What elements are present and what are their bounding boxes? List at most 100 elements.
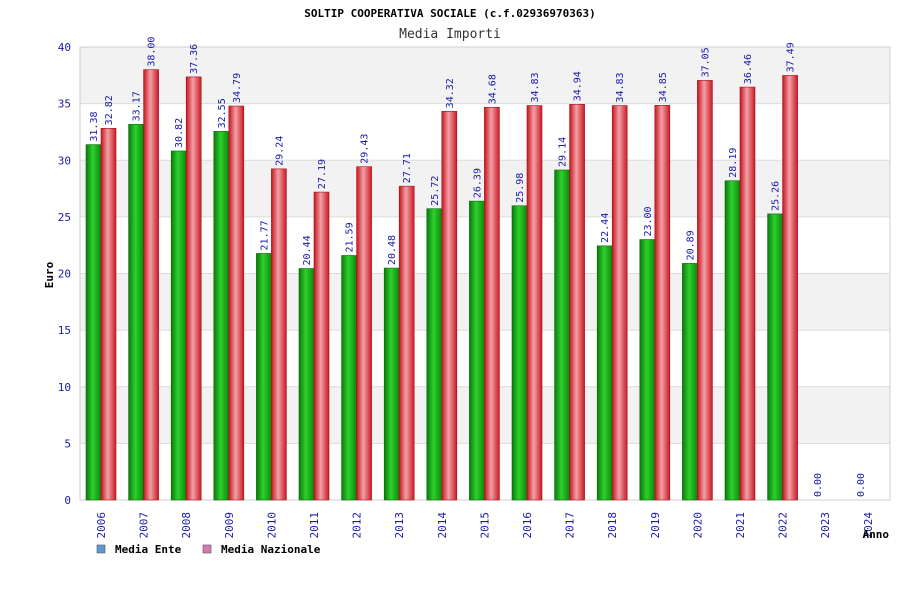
x-axis: 2006 2007 2008 2009 2010 2011 2012 2013 2014 2015… (95, 512, 875, 539)
bar-value-label: 29.43 (360, 134, 371, 164)
bar-value-label: 28.19 (728, 148, 739, 178)
x-tick-label: 2011 (308, 512, 321, 539)
bar-value-label: 37.49 (786, 42, 797, 72)
bar-media-nazionale (143, 69, 159, 501)
bar-value-label: 0.00 (856, 473, 867, 497)
y-tick-label: 10 (58, 381, 71, 394)
bar-value-label: 20.48 (387, 235, 398, 265)
bar-value-label: 23.00 (643, 206, 654, 236)
legend-swatch (202, 544, 212, 554)
chart-subtitle: Media Importi (399, 27, 501, 42)
bars: 31.38 32.82 33.17 38.00 30.82 37.36 32.55 34.79… (85, 37, 867, 501)
bar-value-label: 22.44 (600, 213, 611, 243)
bar-value-label: 21.77 (259, 220, 270, 250)
y-tick-label: 30 (58, 154, 71, 167)
bar-media-nazionale (484, 106, 500, 501)
bar-value-label: 20.44 (302, 235, 313, 265)
bar-media-ente (85, 144, 102, 501)
bar-media-ente (724, 180, 741, 501)
bar-value-label: 25.98 (515, 173, 526, 203)
y-tick-label: 35 (58, 98, 71, 111)
bar-value-label: 34.79 (232, 73, 243, 103)
x-tick-label: 2013 (393, 512, 406, 539)
y-axis: 0 5 10 15 20 25 30 35 40 (58, 41, 71, 507)
x-tick-label: 2007 (138, 512, 151, 539)
bar-value-label: 37.05 (700, 47, 711, 77)
bar-value-label: 25.26 (771, 181, 782, 211)
x-tick-label: 2017 (564, 512, 577, 539)
x-tick-label: 2014 (436, 512, 449, 539)
bar-value-label: 21.59 (345, 222, 356, 252)
bar-media-nazionale (185, 76, 202, 501)
bar-media-nazionale (356, 166, 372, 501)
bar-media-ente (469, 200, 485, 501)
bar-media-ente (511, 205, 528, 501)
x-tick-label: 2023 (819, 512, 832, 539)
x-tick-label: 2006 (95, 512, 108, 539)
bar-value-label: 34.94 (573, 71, 584, 101)
bar-media-ente (596, 245, 613, 501)
bar-media-nazionale (697, 80, 713, 501)
bar-value-label: 38.00 (147, 37, 158, 67)
x-tick-label: 2024 (862, 512, 875, 539)
bar-media-ente (128, 124, 144, 501)
x-tick-label: 2020 (691, 512, 704, 539)
x-tick-label: 2022 (777, 512, 790, 539)
y-tick-label: 5 (64, 437, 71, 450)
bar-media-ente (383, 267, 400, 501)
chart-title: SOLTIP COOPERATIVA SOCIALE (c.f.02936970… (304, 7, 595, 20)
x-tick-label: 2012 (351, 512, 364, 539)
legend: Media Ente Media Nazionale (96, 543, 321, 556)
bar-media-nazionale (441, 111, 458, 501)
bar-media-nazionale (313, 191, 330, 501)
x-tick-label: 2008 (180, 512, 193, 539)
bar-media-ente (639, 239, 656, 501)
grid-band (80, 47, 890, 104)
bar-value-label: 34.85 (658, 72, 669, 102)
bar-value-label: 32.82 (104, 95, 115, 125)
bar-value-label: 34.68 (487, 74, 498, 104)
bar-value-label: 37.36 (189, 44, 200, 74)
bar-value-label: 25.72 (430, 176, 441, 206)
x-tick-label: 2009 (223, 512, 236, 539)
bar-media-ente (213, 131, 230, 501)
y-tick-label: 15 (58, 324, 71, 337)
bar-value-label: 20.89 (685, 230, 696, 260)
bar-value-label: 34.83 (615, 72, 626, 102)
bar-media-nazionale (271, 168, 287, 501)
bar-media-nazionale (782, 75, 798, 501)
bar-value-label: 0.00 (813, 473, 824, 497)
x-tick-label: 2015 (478, 512, 491, 539)
x-tick-label: 2019 (649, 512, 662, 539)
bar-value-label: 36.46 (743, 54, 754, 84)
x-tick-label: 2021 (734, 512, 747, 539)
bar-value-label: 27.71 (402, 153, 413, 183)
legend-label: Media Ente (115, 543, 182, 556)
bar-media-ente (426, 208, 443, 501)
bar-value-label: 29.24 (274, 136, 285, 166)
y-tick-label: 40 (58, 41, 71, 54)
bar-media-nazionale (611, 105, 628, 501)
y-tick-label: 0 (64, 494, 71, 507)
bar-value-label: 29.14 (558, 137, 569, 167)
bar-value-label: 30.82 (174, 118, 185, 148)
bar-media-nazionale (526, 105, 543, 501)
bar-media-nazionale (569, 104, 585, 501)
y-axis-label: Euro (43, 261, 56, 288)
bar-value-label: 34.83 (530, 72, 541, 102)
legend-label: Media Nazionale (221, 543, 321, 556)
bar-media-ente (554, 169, 570, 501)
bar-media-nazionale (654, 105, 671, 501)
y-tick-label: 20 (58, 268, 71, 281)
bar-media-nazionale (100, 128, 117, 501)
bar-media-nazionale (228, 105, 245, 501)
bar-value-label: 33.17 (132, 91, 143, 121)
x-tick-label: 2018 (606, 512, 619, 539)
x-tick-label: 2010 (265, 512, 278, 539)
bar-media-ente (170, 150, 187, 501)
bar-value-label: 31.38 (89, 112, 100, 142)
legend-swatch (96, 544, 106, 554)
bar-media-ente (256, 253, 272, 501)
bar-media-ente (682, 263, 698, 501)
bar-value-label: 34.32 (445, 78, 456, 108)
